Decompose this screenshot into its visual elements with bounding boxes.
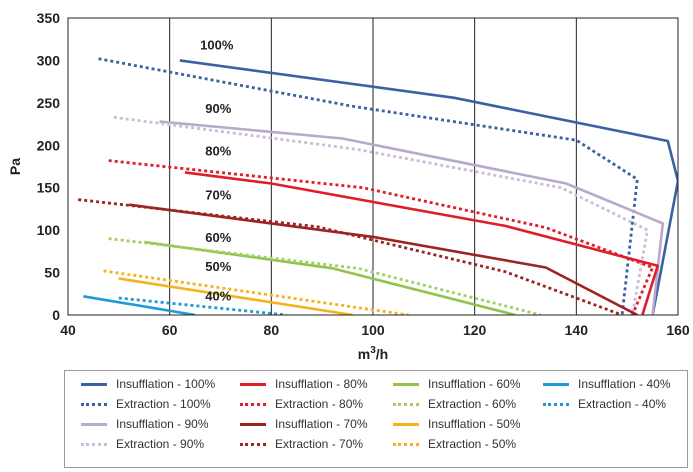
legend-swatch: [81, 422, 107, 426]
legend-swatch: [81, 382, 107, 386]
percent-label: 90%: [205, 101, 231, 116]
y-tick-label: 100: [37, 222, 61, 238]
legend-swatch: [543, 402, 569, 406]
legend-swatch: [543, 382, 569, 386]
legend-swatch: [393, 422, 419, 426]
series-line-7: [78, 198, 623, 315]
y-tick-label: 350: [37, 10, 61, 26]
legend-item: Extraction - 80%: [240, 396, 363, 412]
series-line-6: [128, 203, 638, 315]
series-line-3: [113, 115, 649, 315]
x-tick-label: 60: [162, 322, 178, 338]
y-tick-label: 0: [52, 307, 60, 323]
series-line-4: [184, 171, 660, 315]
legend-label: Insufflation - 50%: [428, 417, 521, 431]
legend-item: Insufflation - 40%: [543, 376, 671, 392]
plot-area-border: [67, 17, 679, 316]
legend-label: Extraction - 90%: [116, 437, 205, 451]
legend-label: Extraction - 40%: [578, 397, 667, 411]
legend-item: Insufflation - 100%: [81, 376, 215, 392]
legend-label: Insufflation - 100%: [116, 377, 216, 391]
legend-swatch: [240, 402, 266, 406]
percent-label: 80%: [205, 143, 231, 158]
series-line-0: [179, 59, 678, 315]
legend-item: Extraction - 70%: [240, 436, 363, 452]
series-line-10: [118, 277, 353, 315]
series-line-2: [159, 120, 665, 315]
legend-swatch: [240, 442, 266, 446]
percent-label: 100%: [200, 37, 234, 52]
legend-label: Extraction - 50%: [428, 437, 517, 451]
legend-label: Extraction - 100%: [116, 397, 211, 411]
x-tick-label: 40: [60, 322, 76, 338]
legend-swatch: [393, 442, 419, 446]
legend-label: Insufflation - 70%: [275, 417, 368, 431]
chart: 100% 90% 80% 70% 60% 50% 40% 40 60 80 100 120 140 16…: [7, 10, 690, 362]
legend-label: Insufflation - 90%: [116, 417, 209, 431]
legend-label: Insufflation - 40%: [578, 377, 671, 391]
y-tick-label: 150: [37, 180, 61, 196]
series-line-8: [144, 240, 516, 315]
legend-item: Insufflation - 80%: [240, 376, 368, 392]
tick-labels: 40 60 80 100 120 140 160 0 50 100 150 200 250 300 350: [37, 10, 690, 338]
series-lines: [78, 57, 678, 315]
legend: Insufflation - 100% Extraction - 100% Insu…: [64, 370, 688, 468]
series-line-5: [108, 159, 654, 315]
percent-label: 60%: [205, 230, 231, 245]
legend-item: Insufflation - 60%: [393, 376, 521, 392]
legend-swatch: [81, 402, 107, 406]
x-tick-label: 140: [565, 322, 589, 338]
y-tick-label: 200: [37, 137, 61, 153]
y-tick-label: 300: [37, 52, 61, 68]
legend-label: Extraction - 80%: [275, 397, 364, 411]
x-tick-label: 160: [666, 322, 690, 338]
legend-label: Extraction - 70%: [275, 437, 364, 451]
legend-label: Insufflation - 60%: [428, 377, 521, 391]
x-axis-title: m3/h: [358, 345, 388, 362]
legend-item: Extraction - 90%: [81, 436, 204, 452]
legend-swatch: [240, 382, 266, 386]
percent-label: 50%: [205, 259, 231, 274]
legend-item: Insufflation - 70%: [240, 416, 368, 432]
y-tick-label: 250: [37, 95, 61, 111]
legend-swatch: [393, 402, 419, 406]
percent-label: 40%: [205, 289, 231, 304]
legend-item: Extraction - 40%: [543, 396, 666, 412]
legend-label: Insufflation - 80%: [275, 377, 368, 391]
y-tick-label: 50: [44, 265, 60, 281]
legend-item: Insufflation - 90%: [81, 416, 209, 432]
percent-labels: 100% 90% 80% 70% 60% 50% 40%: [200, 37, 234, 303]
series-line-12: [83, 295, 196, 315]
x-tick-label: 120: [463, 322, 487, 338]
legend-item: Insufflation - 50%: [393, 416, 521, 432]
series-line-13: [118, 296, 287, 315]
x-tick-label: 80: [264, 322, 280, 338]
legend-item: Extraction - 100%: [81, 396, 211, 412]
series-line-1: [98, 57, 639, 315]
legend-swatch: [393, 382, 419, 386]
y-axis-title: Pa: [7, 158, 23, 175]
legend-item: Extraction - 60%: [393, 396, 516, 412]
x-tick-label: 100: [361, 322, 385, 338]
percent-label: 70%: [205, 188, 231, 203]
legend-swatch: [81, 442, 107, 446]
legend-swatch: [240, 422, 266, 426]
legend-item: Extraction - 50%: [393, 436, 516, 452]
legend-label: Extraction - 60%: [428, 397, 517, 411]
